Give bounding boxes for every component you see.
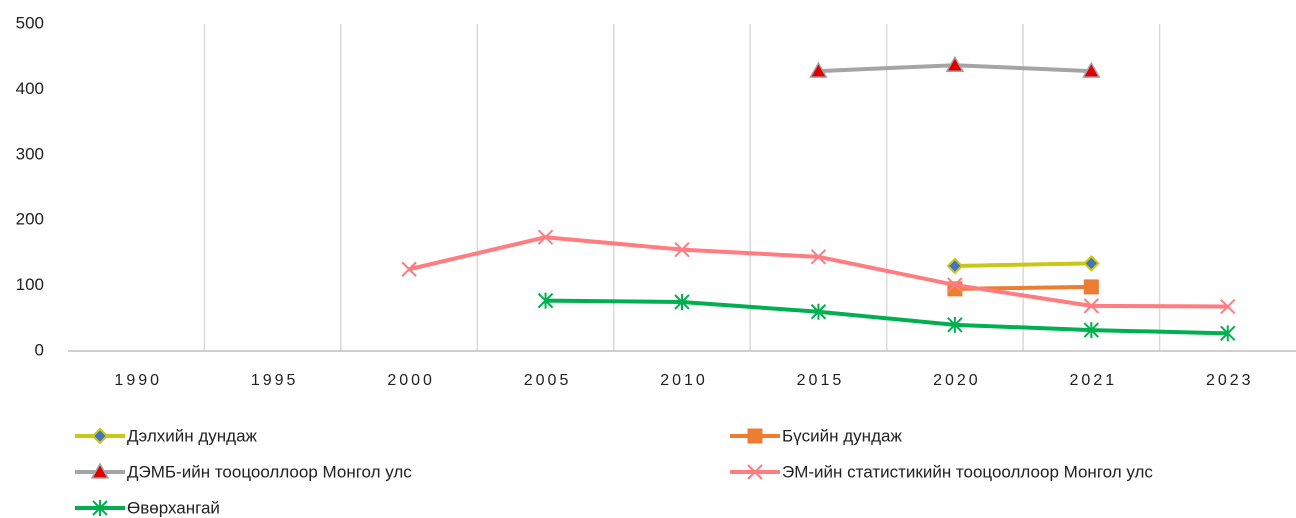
x-tick-label: 2015 [797, 372, 845, 389]
legend-label: ЭМ-ийн статистикийн тооцооллоор Монгол у… [782, 462, 1153, 481]
marker [90, 462, 110, 479]
marker [1082, 61, 1101, 78]
marker [537, 292, 554, 309]
y-tick-label: 300 [16, 144, 44, 163]
y-tick-label: 200 [16, 210, 44, 229]
series-line [408, 235, 1228, 309]
series-line [545, 298, 1228, 336]
marker [1083, 298, 1100, 314]
marker [537, 229, 554, 245]
marker [1083, 322, 1100, 339]
marker [91, 427, 109, 445]
y-tick-label: 400 [16, 79, 44, 98]
x-tick-label: 2010 [660, 372, 708, 389]
legend-label: Бүсийн дундаж [782, 426, 902, 445]
x-tick-label: 2000 [387, 372, 435, 389]
y-tick-label: 500 [16, 13, 44, 32]
marker [947, 277, 963, 293]
marker [1082, 254, 1100, 272]
marker [1083, 279, 1099, 295]
marker [674, 293, 690, 310]
marker [947, 316, 963, 333]
marker [810, 249, 827, 265]
marker [1220, 325, 1236, 342]
marker [810, 303, 827, 320]
series-line [954, 261, 1092, 268]
marker [946, 257, 964, 275]
marker [809, 61, 828, 78]
x-tick-label: 2023 [1206, 372, 1254, 389]
x-tick-label: 2005 [524, 372, 572, 389]
y-tick-label: 100 [16, 275, 44, 294]
legend-label: Өвөрхангай [127, 498, 220, 517]
x-tick-label: 1995 [251, 372, 299, 389]
x-tick-label: 1990 [114, 372, 162, 389]
marker [945, 55, 965, 72]
marker [747, 464, 763, 480]
x-tick-label: 2020 [933, 372, 981, 389]
marker [1220, 298, 1236, 315]
legend-label: ДЭМБ-ийн тооцооллоор Монгол улс [127, 462, 412, 481]
marker [674, 241, 690, 258]
y-tick-label: 0 [35, 340, 44, 359]
marker [92, 500, 108, 516]
marker [401, 261, 417, 277]
marker [747, 428, 763, 444]
x-tick-label: 2021 [1070, 372, 1118, 389]
legend-label: Дэлхийн дундаж [127, 426, 258, 445]
